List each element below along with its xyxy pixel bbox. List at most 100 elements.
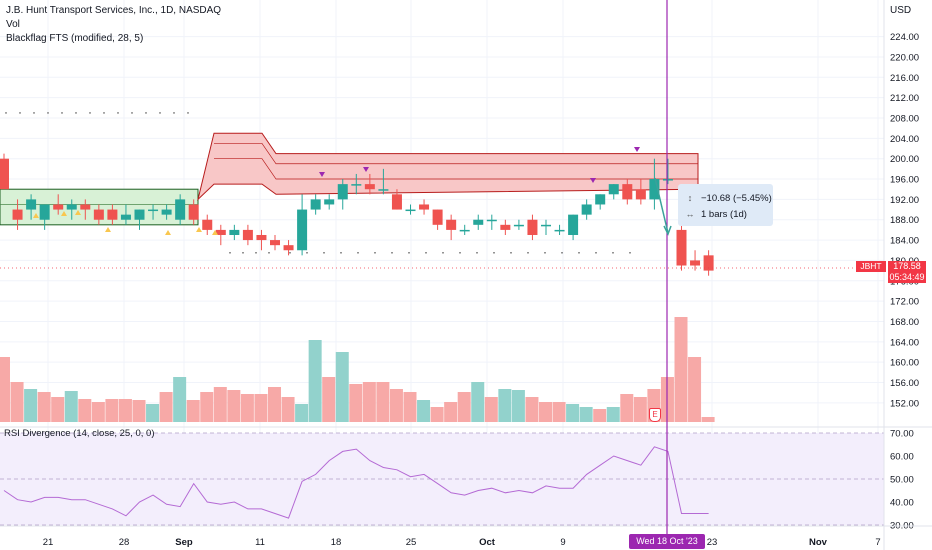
price-range-icon: ↕ xyxy=(687,193,693,203)
volume-bar xyxy=(389,389,403,422)
candle-body xyxy=(107,209,118,220)
volume-bars xyxy=(0,317,715,422)
measure-change: −10.68 (−5.45%) xyxy=(701,193,772,204)
volume-bar xyxy=(159,392,173,422)
volume-bar xyxy=(552,402,566,422)
candle-body xyxy=(12,209,23,220)
time-axis-label: 23 xyxy=(707,537,718,548)
candle-body xyxy=(270,240,280,246)
crosshair-date-label: Wed 18 Oct '23 xyxy=(629,534,705,549)
volume-bar xyxy=(539,402,552,422)
candle-body xyxy=(690,260,701,266)
time-axis-label: 21 xyxy=(43,537,54,548)
volume-bar xyxy=(525,397,539,422)
volume-bar xyxy=(349,384,363,422)
volume-bar xyxy=(186,400,200,422)
symbol-title[interactable]: J.B. Hunt Transport Services, Inc., 1D, … xyxy=(6,5,222,16)
candle-body xyxy=(581,204,592,215)
last-price-label: 178.58 05:34:49 xyxy=(888,261,926,283)
candle-body xyxy=(405,209,416,212)
rsi-axis-label: 60.00 xyxy=(890,452,914,463)
candle-body xyxy=(662,179,673,181)
candle-body xyxy=(486,219,497,222)
resistance-band xyxy=(197,132,699,201)
buy-signal-marker xyxy=(165,230,171,235)
volume-bar xyxy=(213,387,227,422)
sell-signal-marker xyxy=(319,172,325,177)
volume-bar xyxy=(64,391,78,422)
volume-bar xyxy=(281,397,295,422)
candle-body xyxy=(473,219,484,225)
volume-bar xyxy=(295,404,309,422)
candle-body xyxy=(513,224,524,227)
price-axis-label: 172.00 xyxy=(890,297,919,308)
volume-bar xyxy=(674,317,688,422)
time-axis-label: 25 xyxy=(406,537,417,548)
candle-body xyxy=(703,255,714,271)
candle-body xyxy=(148,209,159,212)
candle-body xyxy=(568,214,579,235)
volume-bar xyxy=(91,402,105,422)
volume-label[interactable]: Vol xyxy=(6,19,20,30)
price-axis-label: 220.00 xyxy=(890,52,919,63)
candle-body xyxy=(229,229,240,235)
indicator-label[interactable]: Blackflag FTS (modified, 28, 5) xyxy=(6,33,144,44)
volume-bar xyxy=(173,377,187,422)
volume-bar xyxy=(200,392,214,422)
price-axis-label: 208.00 xyxy=(890,113,919,124)
buy-signal-marker xyxy=(212,230,218,235)
time-axis-label: Oct xyxy=(479,537,496,548)
price-candles xyxy=(0,153,714,276)
candle-body xyxy=(324,199,335,205)
volume-bar xyxy=(146,404,160,422)
candle-body xyxy=(66,204,77,210)
sell-signal-marker xyxy=(363,167,369,172)
candle-body xyxy=(459,229,470,232)
candle-body xyxy=(120,214,131,220)
time-axis-label: 11 xyxy=(255,537,265,548)
volume-bar xyxy=(606,407,620,422)
volume-bar xyxy=(308,340,322,422)
rsi-line xyxy=(3,446,709,519)
volume-bar xyxy=(498,389,512,422)
volume-bar xyxy=(227,390,241,422)
volume-bar xyxy=(688,357,702,422)
volume-bar xyxy=(132,400,146,422)
price-axis-label: 200.00 xyxy=(890,154,919,165)
measure-bars: 1 bars (1d) xyxy=(701,209,747,220)
volume-bar xyxy=(484,397,498,422)
volume-bar xyxy=(362,382,376,422)
volume-bar xyxy=(335,352,349,422)
bar-countdown: 05:34:49 xyxy=(889,272,925,282)
volume-bar xyxy=(118,399,132,422)
volume-bar xyxy=(105,399,119,422)
volume-bar xyxy=(471,382,485,422)
volume-bar xyxy=(566,404,580,422)
candle-body xyxy=(364,184,375,190)
volume-bar xyxy=(579,407,593,422)
price-axis-label: 192.00 xyxy=(890,195,919,206)
candle-body xyxy=(500,224,511,230)
candle-body xyxy=(622,184,633,200)
price-axis-label: 204.00 xyxy=(890,134,919,145)
volume-bar xyxy=(444,402,458,422)
measure-tooltip: ↕ −10.68 (−5.45%) ↔ 1 bars (1d) xyxy=(678,184,773,226)
volume-bar xyxy=(268,387,281,422)
chart-legend: J.B. Hunt Transport Services, Inc., 1D, … xyxy=(6,4,221,46)
candle-body xyxy=(297,209,308,251)
buy-signal-marker xyxy=(33,213,39,218)
volume-bar xyxy=(620,394,634,422)
earnings-marker[interactable]: E xyxy=(649,408,661,422)
indicator-bands xyxy=(0,112,699,254)
price-axis-label: 212.00 xyxy=(890,93,919,104)
rsi-legend[interactable]: RSI Divergence (14, close, 25, 0, 0) xyxy=(4,428,155,439)
volume-bar xyxy=(633,397,647,422)
buy-signal-marker xyxy=(105,227,111,232)
currency-button[interactable]: USD xyxy=(890,5,912,16)
volume-bar xyxy=(51,397,65,422)
candle-body xyxy=(351,184,362,186)
price-axis-label: 152.00 xyxy=(890,398,919,409)
volume-bar xyxy=(701,417,715,422)
time-axis-label: 28 xyxy=(119,537,130,548)
